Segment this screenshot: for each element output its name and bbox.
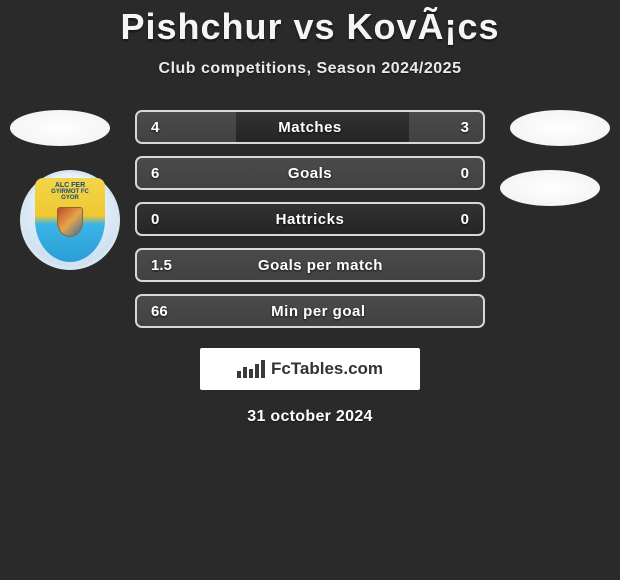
stat-right-value: 3 <box>461 119 469 136</box>
player2-avatar-placeholder <box>510 110 610 146</box>
shield-icon <box>57 207 83 237</box>
stat-label: Goals per match <box>172 257 469 274</box>
stat-row-goals: 6Goals0 <box>135 156 485 190</box>
stat-label: Hattricks <box>159 211 460 228</box>
stat-row-hattricks: 0Hattricks0 <box>135 202 485 236</box>
page-subtitle: Club competitions, Season 2024/2025 <box>0 60 620 78</box>
stat-label: Goals <box>159 165 460 182</box>
club-badge-icon: ALC FER GYIRMOT FC GYOR <box>35 178 105 262</box>
player1-club-badge: ALC FER GYIRMOT FC GYOR <box>20 170 120 270</box>
stat-row-goals-per-match: 1.5Goals per match <box>135 248 485 282</box>
stat-left-value: 1.5 <box>151 257 172 274</box>
fctables-logo[interactable]: FcTables.com <box>200 348 420 390</box>
badge-text-bot: GYOR <box>61 195 79 201</box>
logo-text: FcTables.com <box>271 359 383 379</box>
stat-left-value: 6 <box>151 165 159 182</box>
player2-club-badge-placeholder <box>500 170 600 206</box>
snapshot-date: 31 october 2024 <box>0 408 620 426</box>
stat-left-value: 0 <box>151 211 159 228</box>
stat-label: Matches <box>159 119 460 136</box>
player1-avatar-placeholder <box>10 110 110 146</box>
page-title: Pishchur vs KovÃ¡cs <box>0 0 620 48</box>
stat-row-min-per-goal: 66Min per goal <box>135 294 485 328</box>
bar-chart-icon <box>237 360 265 378</box>
stat-label: Min per goal <box>168 303 469 320</box>
badge-text-top: ALC FER <box>55 182 85 189</box>
stat-left-value: 4 <box>151 119 159 136</box>
stat-row-matches: 4Matches3 <box>135 110 485 144</box>
stats-table: 4Matches36Goals00Hattricks01.5Goals per … <box>135 110 485 328</box>
stat-right-value: 0 <box>461 211 469 228</box>
main-content: ALC FER GYIRMOT FC GYOR 4Matches36Goals0… <box>0 110 620 426</box>
stat-left-value: 66 <box>151 303 168 320</box>
stat-right-value: 0 <box>461 165 469 182</box>
